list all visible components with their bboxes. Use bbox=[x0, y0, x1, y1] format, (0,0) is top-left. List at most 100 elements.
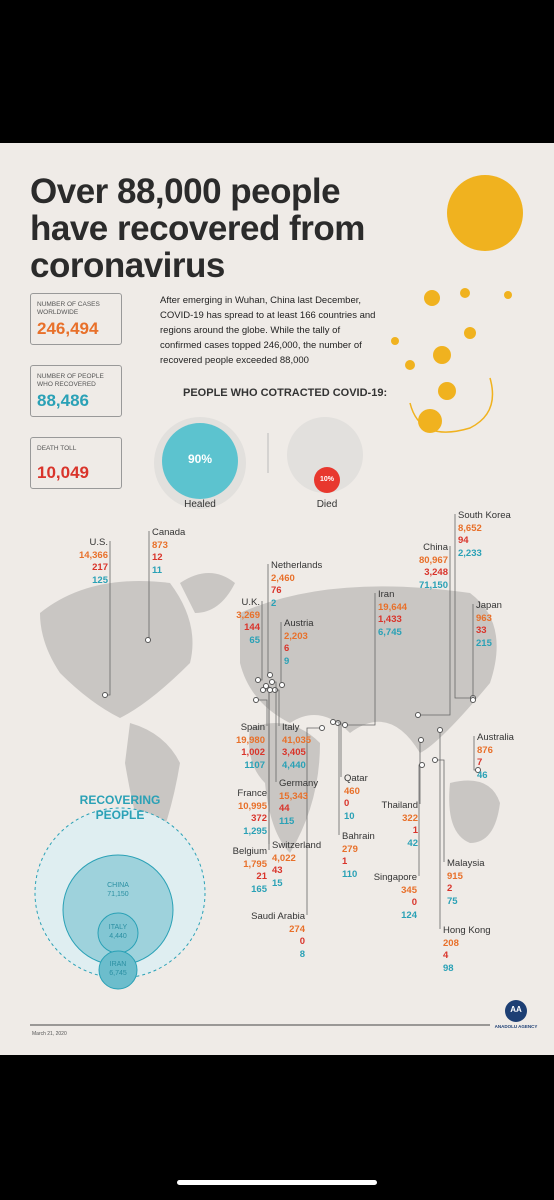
country-name: U.K. bbox=[241, 597, 260, 608]
cases: 274 bbox=[289, 923, 305, 935]
location-dot bbox=[342, 722, 348, 728]
location-dot bbox=[253, 697, 259, 703]
world-map bbox=[40, 573, 500, 863]
country: Canada 873 12 11 bbox=[152, 527, 222, 577]
country-name: Italy bbox=[282, 722, 300, 733]
virus-decor bbox=[391, 175, 523, 433]
deaths: 3,248 bbox=[424, 567, 448, 578]
country-name: Australia bbox=[477, 732, 514, 743]
leader-line bbox=[454, 514, 473, 699]
location-dot bbox=[263, 683, 269, 689]
healed-label: Healed bbox=[184, 499, 216, 510]
recovered: 98 bbox=[443, 962, 454, 974]
country: Singapore 345 0 124 bbox=[347, 872, 417, 922]
recovered: 124 bbox=[401, 909, 417, 921]
country-name: Bahrain bbox=[342, 831, 375, 842]
recovered: 9 bbox=[284, 655, 290, 667]
country-name: South Korea bbox=[458, 510, 511, 521]
bubble-value: 6,745 bbox=[109, 970, 127, 977]
cases: 19,644 bbox=[378, 601, 408, 613]
location-dot bbox=[319, 725, 325, 731]
country: U.S. 14,366 217 125 bbox=[38, 537, 108, 587]
deaths: 4 bbox=[443, 950, 449, 961]
location-dot bbox=[255, 677, 261, 683]
deaths: 2 bbox=[447, 883, 453, 894]
country-name: Austria bbox=[284, 618, 314, 629]
location-dot bbox=[102, 692, 108, 698]
bubble-label: ITALY 4,440 bbox=[88, 923, 148, 941]
country-name: Malaysia bbox=[447, 858, 485, 869]
location-dot bbox=[279, 682, 285, 688]
location-dot bbox=[415, 712, 421, 718]
country-name: Netherlands bbox=[271, 560, 323, 571]
location-dot bbox=[269, 679, 275, 685]
deaths: 94 bbox=[458, 535, 469, 546]
location-dot bbox=[145, 637, 151, 643]
healed-circle bbox=[162, 423, 238, 499]
location-dot bbox=[330, 719, 336, 725]
country-name: Switzerland bbox=[272, 840, 322, 851]
country-name: Qatar bbox=[344, 773, 368, 784]
bubble-name: ITALY bbox=[108, 924, 128, 931]
cases: 4,022 bbox=[272, 852, 296, 864]
deaths: 3,405 bbox=[282, 747, 306, 758]
deaths: 7 bbox=[477, 757, 483, 768]
country: Malaysia 915 2 75 bbox=[447, 858, 517, 908]
deaths: 0 bbox=[344, 798, 350, 809]
stat-label: DEATH TOLL bbox=[37, 445, 77, 452]
location-dot bbox=[272, 687, 278, 693]
location-dot bbox=[418, 737, 424, 743]
recovered: 110 bbox=[342, 868, 358, 880]
recovered: 165 bbox=[251, 883, 267, 895]
bubble-name: IRAN bbox=[109, 961, 127, 968]
location-dot bbox=[432, 757, 438, 763]
died-bg bbox=[287, 417, 363, 493]
country: Netherlands 2,460 76 2 bbox=[271, 560, 341, 610]
deaths: 76 bbox=[271, 585, 282, 596]
country: U.K. 3,269 144 65 bbox=[190, 597, 260, 647]
recovered: 1,295 bbox=[243, 825, 267, 837]
home-indicator bbox=[177, 1180, 377, 1185]
died-label: Died bbox=[316, 499, 338, 510]
deaths: 6 bbox=[284, 643, 290, 654]
leader-line bbox=[418, 764, 422, 876]
location-dot bbox=[470, 697, 476, 703]
recovered: 10 bbox=[344, 810, 355, 822]
infographic: Over 88,000 people have recovered from c… bbox=[0, 143, 554, 1055]
recovered: 15 bbox=[272, 877, 283, 889]
deaths: 12 bbox=[152, 552, 163, 563]
country-name: Germany bbox=[279, 778, 319, 789]
country: Australia 876 7 46 bbox=[477, 732, 547, 782]
deaths: 144 bbox=[244, 622, 260, 633]
recovered: 42 bbox=[407, 837, 418, 849]
country-name: Canada bbox=[152, 527, 186, 538]
country-name: Japan bbox=[476, 600, 502, 611]
country-name: Belgium bbox=[232, 846, 267, 857]
cases: 876 bbox=[477, 744, 493, 756]
cases: 915 bbox=[447, 870, 463, 882]
location-dot bbox=[267, 687, 273, 693]
cases: 8,652 bbox=[458, 522, 482, 534]
bubble-label: CHINA 71,150 bbox=[88, 881, 148, 899]
country: Saudi Arabia 274 0 8 bbox=[235, 911, 305, 961]
deaths: 44 bbox=[279, 803, 290, 814]
country: Spain 19,980 1,002 1107 bbox=[195, 722, 265, 772]
deaths: 0 bbox=[411, 897, 417, 908]
cases: 460 bbox=[344, 785, 360, 797]
recovered: 8 bbox=[299, 948, 305, 960]
leader-line bbox=[435, 759, 445, 862]
country: Japan 963 33 215 bbox=[476, 600, 546, 650]
deaths: 1 bbox=[342, 856, 348, 867]
deaths: 43 bbox=[272, 865, 283, 876]
location-dot bbox=[437, 727, 443, 733]
logo: AA bbox=[510, 1005, 522, 1014]
deaths: 1,433 bbox=[378, 614, 402, 625]
bubble-value: 4,440 bbox=[109, 933, 127, 940]
bubble-label: IRAN 6,745 bbox=[88, 960, 148, 978]
stat-value: 10,049 bbox=[37, 463, 89, 482]
country: Hong Kong 208 4 98 bbox=[443, 925, 513, 975]
recovered: 4,440 bbox=[282, 759, 306, 771]
leader-line bbox=[256, 699, 268, 726]
recovered: 71,150 bbox=[418, 579, 448, 591]
